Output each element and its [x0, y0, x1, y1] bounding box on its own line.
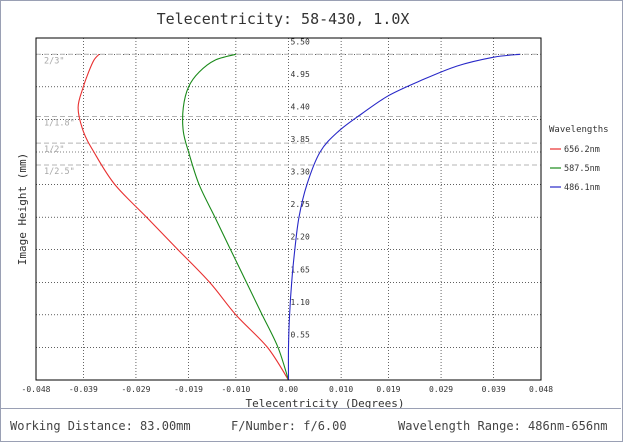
series-line-6562nm	[77, 53, 289, 381]
x-tick-label: -0.039	[69, 385, 98, 394]
series-line-5875nm	[182, 53, 290, 381]
x-axis-label: Telecentricity (Degrees)	[246, 397, 405, 410]
sensor-marker-label: 1/2"	[44, 145, 64, 155]
chart-title: Telecentricity: 58-430, 1.0X	[157, 10, 410, 28]
legend: Wavelengths 656.2nm 587.5nm 486.1nm	[549, 125, 609, 193]
x-tick-label: 0.029	[429, 385, 453, 394]
wavelength-range-text: Wavelength Range: 486nm-656nm	[398, 419, 608, 433]
y-tick-label: 3.85	[291, 135, 310, 144]
legend-label: 587.5nm	[564, 164, 600, 174]
x-tick-label: -0.010	[221, 385, 250, 394]
sensor-marker-label: 1/2.5"	[44, 167, 75, 177]
axis-ticks: -0.048 -0.039 -0.029 -0.019 -0.010 0.00 0.010 0…	[22, 37, 554, 394]
legend-label: 486.1nm	[564, 183, 600, 193]
working-distance-text: Working Distance: 83.00mm	[10, 419, 191, 433]
footer-info-bar: Working Distance: 83.00mm F/Number: f/6.…	[0, 408, 621, 441]
x-tick-label: 0.039	[482, 385, 506, 394]
x-tick-label: 0.019	[376, 385, 400, 394]
y-tick-label: 4.95	[291, 70, 310, 79]
y-tick-label: 0.55	[291, 330, 310, 339]
f-number-text: F/Number: f/6.00	[231, 419, 347, 433]
legend-label: 656.2nm	[564, 145, 600, 155]
y-tick-label: 5.50	[291, 37, 310, 46]
grid	[36, 38, 541, 380]
sensor-markers: 2/3" 1/1.8" 1/2" 1/2.5"	[36, 53, 541, 177]
series-line-4861nm	[287, 53, 521, 381]
x-tick-label: -0.029	[121, 385, 150, 394]
sensor-marker-label: 1/1.8"	[44, 118, 75, 128]
plot-area	[35, 37, 542, 381]
x-tick-label: -0.019	[174, 385, 203, 394]
y-tick-label: 1.10	[291, 298, 310, 307]
x-tick-label: 0.00	[279, 385, 298, 394]
x-tick-label: -0.048	[22, 385, 51, 394]
x-tick-label: 0.048	[529, 385, 553, 394]
y-tick-label: 4.40	[291, 102, 310, 111]
legend-title: Wavelengths	[549, 125, 609, 135]
y-tick-label: 2.75	[291, 200, 310, 209]
y-axis-label: Image Height (mm)	[16, 153, 29, 266]
y-tick-label: 2.20	[291, 233, 310, 242]
sensor-marker-label: 2/3"	[44, 56, 64, 66]
y-tick-label: 3.30	[291, 168, 310, 177]
x-tick-label: 0.010	[329, 385, 353, 394]
y-tick-label: 1.65	[291, 265, 310, 274]
series-lines	[77, 53, 521, 381]
